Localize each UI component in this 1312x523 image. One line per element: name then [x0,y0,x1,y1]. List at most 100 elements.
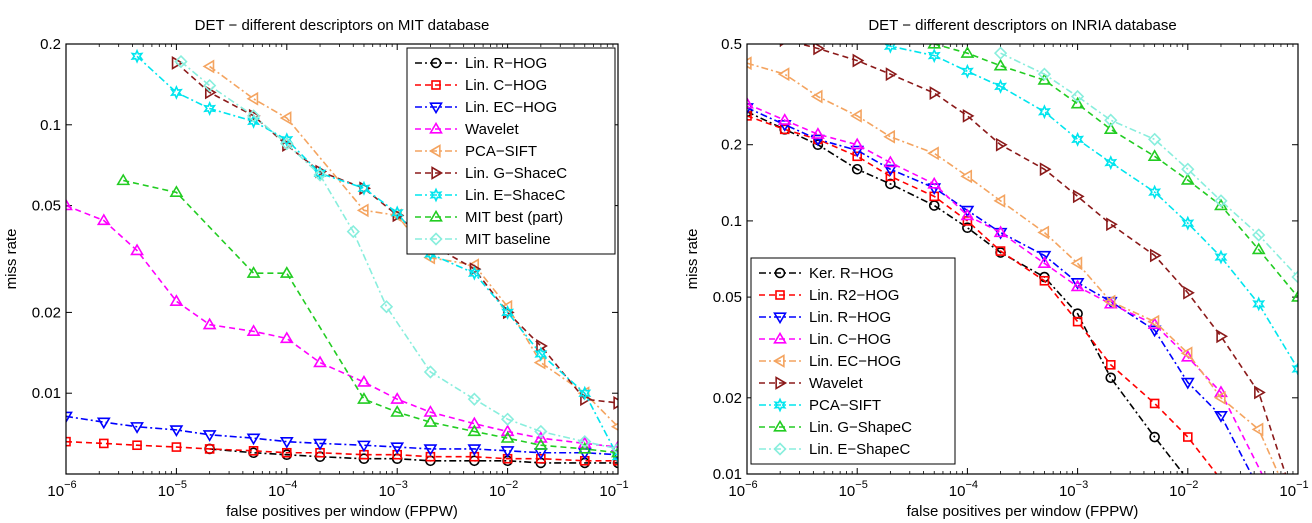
plot-area [66,48,618,469]
data-point [1148,184,1162,200]
series-line [1000,52,1298,278]
legend-item: Lin. E−ShapeC [759,441,910,458]
legend-label: Lin. C−HOG [809,331,891,348]
series-PCA−SIFT [882,44,1298,377]
y-tick-label: 0.1 [40,117,61,134]
data-point [169,185,184,198]
data-point [248,446,259,456]
series-line [882,44,1298,370]
data-point [613,455,618,466]
data-point [852,151,863,162]
data-point [1252,228,1266,242]
data-point [533,438,548,450]
legend-label: Lin. G−ShaceC [465,165,567,182]
x-tick-label: 10−1 [599,479,628,500]
data-point [1105,372,1117,384]
legend-label: Wavelet [809,375,863,392]
data-point [1180,377,1195,390]
legend-marker [773,331,787,344]
data-point [169,84,183,100]
data-point [390,392,405,404]
legend-label: Wavelet [465,121,519,138]
data-point [927,44,942,49]
data-point [1181,162,1195,176]
legend-item: PCA−SIFT [759,397,881,414]
series-MIT baseline [174,54,618,456]
series-Lin. C−HOG [66,436,618,466]
axes-frame [746,43,1299,475]
legend-item: Ker. R−HOG [759,265,894,282]
data-point [246,433,261,446]
x-axis-label: false positives per window (FPPW) [226,503,458,520]
data-point [1071,131,1085,147]
data-point [1103,122,1118,135]
data-point [66,436,71,447]
x-tick-label: 10−6 [47,479,76,500]
data-point [1147,325,1162,338]
data-point [533,431,548,443]
data-point [1149,248,1162,263]
data-point [169,425,184,437]
data-point [960,205,975,218]
data-point [390,442,405,455]
x-tick-label: 10−3 [379,479,408,500]
data-point [1037,256,1052,268]
x-tick-label: 10−5 [839,479,868,500]
data-point [813,44,825,56]
data-point [929,86,942,100]
x-tick-label: 10−4 [268,479,297,500]
data-point [280,137,294,151]
y-tick-label: 0.2 [40,36,61,53]
data-point [1214,249,1228,265]
series-line [934,44,1298,298]
data-point [203,101,217,116]
x-tick-label: 10−6 [728,479,757,500]
data-point [1147,149,1162,161]
data-point [850,108,862,123]
data-point [850,137,865,150]
data-point [130,422,144,434]
series-Lin. R2−HOG [747,111,1218,474]
legend-marker [773,442,787,456]
data-point [467,392,481,406]
data-point [1181,215,1195,231]
data-point [469,451,480,462]
data-point [1104,155,1118,171]
x-tick-label: 10−3 [1059,479,1088,500]
data-point [1291,290,1298,302]
y-tick-label: 0.05 [32,198,61,215]
data-point [883,164,898,177]
data-point [246,91,259,106]
data-point [357,392,371,404]
data-point [390,405,405,417]
data-point [777,67,790,82]
data-point [1070,278,1085,290]
data-point [202,317,217,330]
legend-marker [431,80,441,90]
legend-item: MIT baseline [415,231,551,248]
legend-label: Lin. R−HOG [809,309,891,326]
data-point [960,169,973,184]
y-axis-label: miss rate [3,229,20,290]
data-point [962,222,973,234]
data-point [534,346,548,362]
data-point [313,165,327,181]
data-point [883,44,897,54]
data-point [577,441,592,454]
legend-label: PCA−SIFT [465,143,537,160]
series-line [66,204,618,448]
data-point [96,417,111,430]
chart-title: DET − different descriptors on MIT datab… [195,17,490,34]
legend-item: Lin. C−HOG [759,331,891,348]
data-point [202,59,215,74]
y-tick-label: 0.5 [721,36,742,53]
data-point [356,203,369,218]
data-point [995,137,1008,152]
data-point [1214,411,1228,423]
series-line [747,107,1253,474]
data-point [66,198,73,211]
series-line [136,55,618,458]
data-point [1180,349,1195,362]
data-point [202,430,217,442]
